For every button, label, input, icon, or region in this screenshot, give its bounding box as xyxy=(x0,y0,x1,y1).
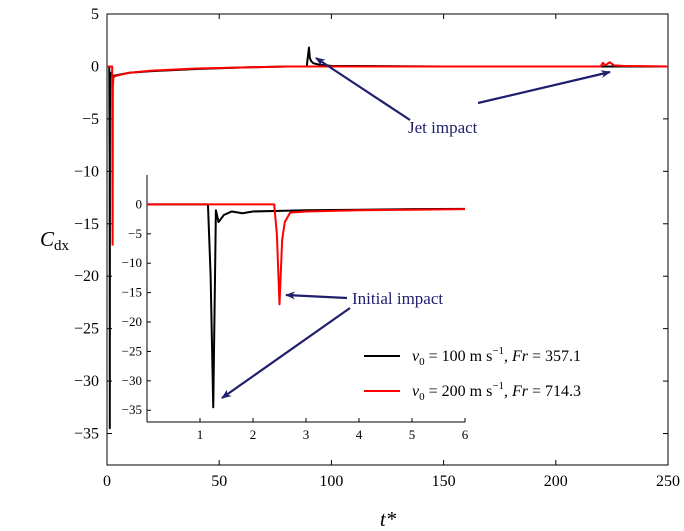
x-tick-label: 250 xyxy=(656,473,680,490)
series-line-1 xyxy=(107,61,669,246)
legend-sup: −1 xyxy=(492,345,504,357)
legend-mid: , xyxy=(504,348,512,365)
inset-y-tick-label: −25 xyxy=(122,343,142,358)
legend-fr: Fr xyxy=(511,348,529,365)
legend-entry-red: v0 = 200 m s−1, Fr = 714.3 xyxy=(412,380,581,403)
legend-entry-black: v0 = 100 m s−1, Fr = 357.1 xyxy=(412,345,581,368)
jet-impact-label: Jet impact xyxy=(408,118,478,137)
legend-v-subscript: 0 xyxy=(419,391,425,403)
legend-fr: Fr xyxy=(511,383,529,400)
inset-y-tick-label: −10 xyxy=(122,255,142,270)
x-axis-label: t* xyxy=(380,507,397,531)
main-plot-frame xyxy=(106,13,669,466)
x-tick-label: 0 xyxy=(103,473,111,490)
inset-y-tick-label: −35 xyxy=(122,402,142,417)
jet-impact-arrow-right xyxy=(477,70,611,105)
inset-y-tick-label: −15 xyxy=(122,285,142,300)
y-tick-label: −15 xyxy=(74,216,99,233)
initial-impact-label: Initial impact xyxy=(352,289,443,308)
inset-y-tick-label: −30 xyxy=(122,373,142,388)
legend-v-symbol: v xyxy=(412,383,420,400)
legend-sup: −1 xyxy=(492,380,504,392)
y-tick-label: −30 xyxy=(74,373,99,390)
y-tick-label: −25 xyxy=(74,321,99,338)
y-tick-label: −10 xyxy=(74,163,99,180)
x-tick-label: 150 xyxy=(432,473,456,490)
legend-eq2: = 714.3 xyxy=(528,383,581,400)
x-tick-label: 200 xyxy=(544,473,568,490)
jet-impact-arrows xyxy=(315,57,611,121)
initial-impact-arrow-lower xyxy=(221,307,351,399)
inset-x-tick-label: 4 xyxy=(356,427,363,442)
inset-axis-ticks: 1 2 3 4 5 6 0 −5 −10 −15 −20 −25 −30 −35 xyxy=(122,196,469,442)
legend-eq1: = 200 m s xyxy=(425,383,493,400)
inset-x-tick-label: 6 xyxy=(462,427,469,442)
y-axis-label: Cdx xyxy=(40,227,70,254)
y-tick-label: −5 xyxy=(82,111,99,128)
x-tick-label: 100 xyxy=(319,473,343,490)
legend: v0 = 100 m s−1, Fr = 357.1 v0 = 200 m s−… xyxy=(364,345,581,403)
legend-v-symbol: v xyxy=(412,348,420,365)
legend-mid: , xyxy=(504,383,512,400)
inset-y-tick-label: −5 xyxy=(128,226,142,241)
inset-x-tick-label: 1 xyxy=(197,427,204,442)
legend-eq1: = 100 m s xyxy=(425,348,493,365)
inset-series-lines xyxy=(147,203,466,409)
inset-y-tick-label: 0 xyxy=(136,196,143,211)
inset-x-tick-label: 5 xyxy=(409,427,416,442)
y-tick-label: 5 xyxy=(91,6,99,23)
y-tick-label: 0 xyxy=(91,58,99,75)
legend-eq2: = 357.1 xyxy=(528,348,581,365)
initial-impact-arrows xyxy=(221,291,351,399)
x-tick-label: 50 xyxy=(211,473,227,490)
inset-x-tick-label: 3 xyxy=(303,427,310,442)
inset-series-line-1 xyxy=(147,203,466,306)
jet-impact-arrow-left xyxy=(315,57,411,121)
y-tick-label: −35 xyxy=(74,426,99,443)
initial-impact-arrow-upper xyxy=(285,291,348,300)
legend-v-subscript: 0 xyxy=(419,356,425,368)
inset-x-tick-label: 2 xyxy=(250,427,257,442)
inset-y-tick-label: −20 xyxy=(122,314,142,329)
y-tick-label: −20 xyxy=(74,268,99,285)
